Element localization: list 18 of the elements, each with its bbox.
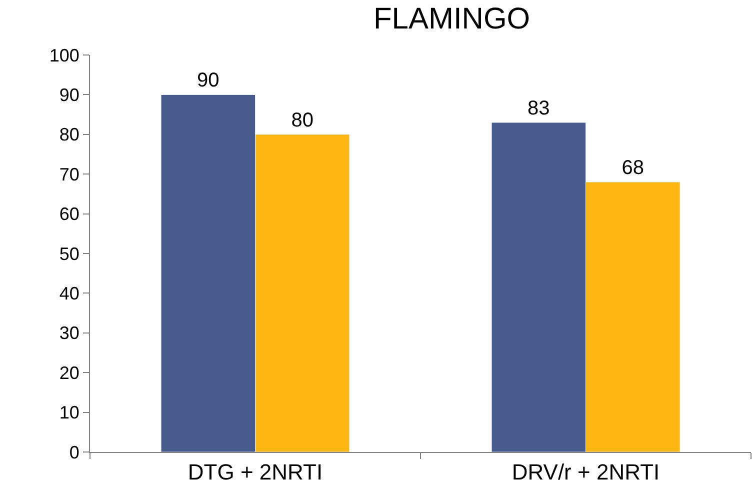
x-tick-label: DTG + 2NRTI (188, 459, 323, 484)
chart-title: FLAMINGO (373, 2, 530, 36)
y-tick-label: 30 (59, 323, 80, 344)
y-tick-label: 70 (59, 164, 80, 184)
x-tick-label: DRV/r + 2NRTI (512, 459, 660, 484)
y-tick-label: 90 (59, 85, 80, 105)
y-tick-label: 80 (59, 124, 80, 145)
data-label: 90 (197, 70, 220, 92)
y-tick-label: 40 (59, 284, 80, 304)
y-tick-label: 10 (59, 402, 80, 423)
y-tick-label: 0 (69, 442, 80, 462)
y-tick-label: 20 (59, 362, 80, 383)
data-label: 83 (528, 97, 550, 120)
data-label: 80 (291, 109, 314, 132)
data-label: 68 (622, 157, 644, 180)
y-tick-label: 60 (59, 204, 80, 224)
y-tick-label: 50 (59, 244, 80, 264)
y-tick-label: 100 (49, 45, 80, 66)
